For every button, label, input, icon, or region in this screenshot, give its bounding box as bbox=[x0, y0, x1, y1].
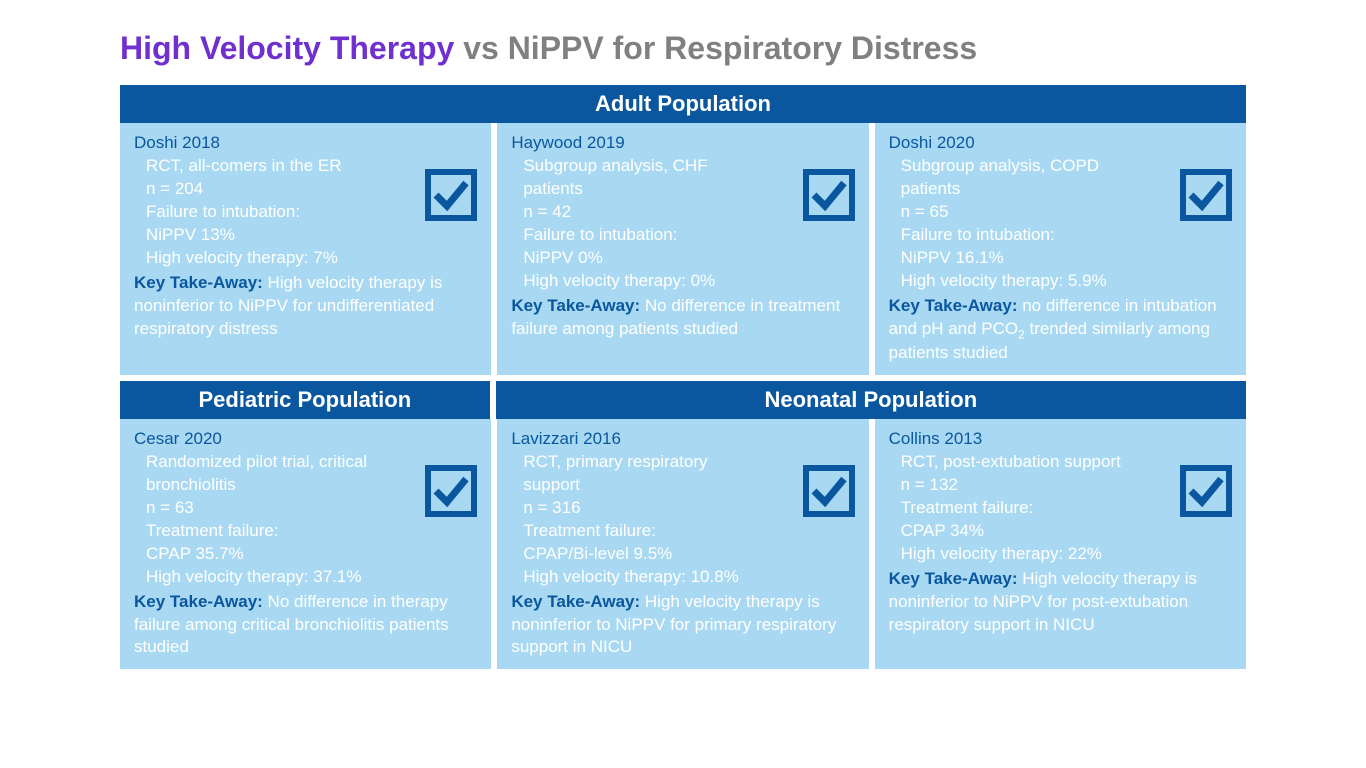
detail-line: NiPPV 13% bbox=[146, 224, 391, 247]
takeaway: Key Take-Away: High velocity therapy is … bbox=[134, 272, 477, 341]
detail-line: RCT, primary respiratory support bbox=[523, 451, 768, 497]
detail-line: n = 42 bbox=[523, 201, 768, 224]
takeaway-label: Key Take-Away: bbox=[511, 592, 640, 611]
study-details: RCT, all-comers in the ER n = 204 Failur… bbox=[134, 155, 391, 270]
checkmark-icon bbox=[425, 169, 477, 221]
detail-line: n = 316 bbox=[523, 497, 768, 520]
takeaway-label: Key Take-Away: bbox=[511, 296, 640, 315]
takeaway-label: Key Take-Away: bbox=[889, 569, 1018, 588]
detail-line: Treatment failure: bbox=[146, 520, 391, 543]
detail-line: NiPPV 0% bbox=[523, 247, 768, 270]
detail-line: Treatment failure: bbox=[901, 497, 1146, 520]
study-name: Collins 2013 bbox=[889, 429, 1232, 449]
detail-line: CPAP 34% bbox=[901, 520, 1146, 543]
detail-line: n = 65 bbox=[901, 201, 1146, 224]
takeaway: Key Take-Away: No difference in therapy … bbox=[134, 591, 477, 660]
takeaway-label: Key Take-Away: bbox=[134, 273, 263, 292]
detail-line: CPAP/Bi-level 9.5% bbox=[523, 543, 768, 566]
takeaway-label: Key Take-Away: bbox=[134, 592, 263, 611]
study-name: Haywood 2019 bbox=[511, 133, 854, 153]
takeaway: Key Take-Away: No difference in treatmen… bbox=[511, 295, 854, 341]
takeaway-label: Key Take-Away: bbox=[889, 296, 1018, 315]
page-title: High Velocity Therapy vs NiPPV for Respi… bbox=[120, 30, 1246, 67]
checkmark-icon bbox=[803, 169, 855, 221]
study-card-doshi-2018: Doshi 2018 RCT, all-comers in the ER n =… bbox=[120, 123, 491, 375]
detail-line: Randomized pilot trial, critical bronchi… bbox=[146, 451, 391, 497]
bottom-row: Cesar 2020 Randomized pilot trial, criti… bbox=[120, 419, 1246, 669]
bottom-header-row: Pediatric Population Neonatal Population bbox=[120, 381, 1246, 419]
adult-row: Doshi 2018 RCT, all-comers in the ER n =… bbox=[120, 123, 1246, 375]
detail-line: NiPPV 16.1% bbox=[901, 247, 1146, 270]
detail-line: High velocity therapy: 5.9% bbox=[901, 270, 1146, 293]
pediatric-header: Pediatric Population bbox=[120, 381, 490, 419]
detail-line: High velocity therapy: 0% bbox=[523, 270, 768, 293]
title-rest: vs NiPPV for Respiratory Distress bbox=[454, 30, 977, 66]
takeaway: Key Take-Away: High velocity therapy is … bbox=[511, 591, 854, 660]
page: High Velocity Therapy vs NiPPV for Respi… bbox=[0, 0, 1366, 695]
study-name: Doshi 2020 bbox=[889, 133, 1232, 153]
detail-line: Subgroup analysis, CHF patients bbox=[523, 155, 768, 201]
detail-line: Treatment failure: bbox=[523, 520, 768, 543]
detail-line: High velocity therapy: 37.1% bbox=[146, 566, 391, 589]
detail-line: RCT, all-comers in the ER bbox=[146, 155, 391, 178]
study-details: Subgroup analysis, COPD patients n = 65 … bbox=[889, 155, 1146, 293]
study-card-doshi-2020: Doshi 2020 Subgroup analysis, COPD patie… bbox=[875, 123, 1246, 375]
study-details: Randomized pilot trial, critical bronchi… bbox=[134, 451, 391, 589]
neonatal-header: Neonatal Population bbox=[496, 381, 1246, 419]
title-highlight: High Velocity Therapy bbox=[120, 30, 454, 66]
adult-header: Adult Population bbox=[120, 85, 1246, 123]
checkmark-icon bbox=[803, 465, 855, 517]
study-card-collins-2013: Collins 2013 RCT, post-extubation suppor… bbox=[875, 419, 1246, 669]
detail-line: Subgroup analysis, COPD patients bbox=[901, 155, 1146, 201]
study-card-cesar-2020: Cesar 2020 Randomized pilot trial, criti… bbox=[120, 419, 491, 669]
detail-line: High velocity therapy: 22% bbox=[901, 543, 1146, 566]
takeaway: Key Take-Away: no difference in intubati… bbox=[889, 295, 1232, 365]
study-details: RCT, primary respiratory support n = 316… bbox=[511, 451, 768, 589]
study-details: RCT, post-extubation support n = 132 Tre… bbox=[889, 451, 1146, 566]
checkmark-icon bbox=[425, 465, 477, 517]
detail-line: n = 63 bbox=[146, 497, 391, 520]
detail-line: n = 204 bbox=[146, 178, 391, 201]
detail-line: High velocity therapy: 10.8% bbox=[523, 566, 768, 589]
study-card-haywood-2019: Haywood 2019 Subgroup analysis, CHF pati… bbox=[497, 123, 868, 375]
detail-line: Failure to intubation: bbox=[146, 201, 391, 224]
study-name: Cesar 2020 bbox=[134, 429, 477, 449]
takeaway: Key Take-Away: High velocity therapy is … bbox=[889, 568, 1232, 637]
detail-line: High velocity therapy: 7% bbox=[146, 247, 391, 270]
study-details: Subgroup analysis, CHF patients n = 42 F… bbox=[511, 155, 768, 293]
study-name: Lavizzari 2016 bbox=[511, 429, 854, 449]
detail-line: n = 132 bbox=[901, 474, 1146, 497]
checkmark-icon bbox=[1180, 169, 1232, 221]
detail-line: Failure to intubation: bbox=[901, 224, 1146, 247]
detail-line: RCT, post-extubation support bbox=[901, 451, 1146, 474]
detail-line: Failure to intubation: bbox=[523, 224, 768, 247]
detail-line: CPAP 35.7% bbox=[146, 543, 391, 566]
checkmark-icon bbox=[1180, 465, 1232, 517]
study-card-lavizzari-2016: Lavizzari 2016 RCT, primary respiratory … bbox=[497, 419, 868, 669]
study-name: Doshi 2018 bbox=[134, 133, 477, 153]
